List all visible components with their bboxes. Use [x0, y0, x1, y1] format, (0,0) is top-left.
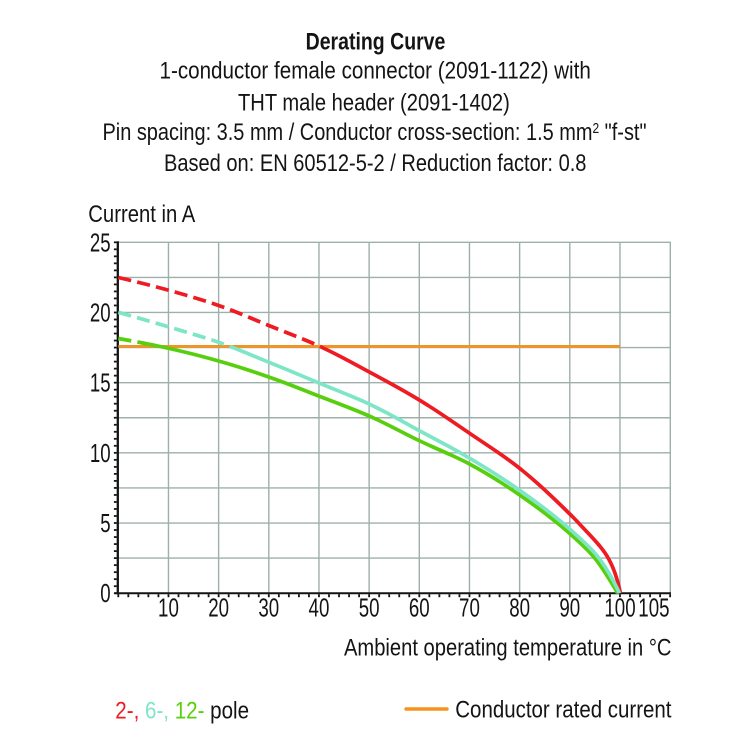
svg-text:Based on: EN 60512-5-2 / Reduc: Based on: EN 60512-5-2 / Reduction facto… — [164, 149, 586, 176]
svg-text:90: 90 — [559, 592, 580, 622]
svg-text:50: 50 — [359, 592, 380, 622]
svg-text:2-, 6-, 12- pole: 2-, 6-, 12- pole — [115, 697, 249, 724]
svg-text:Pin spacing: 3.5 mm / Conducto: Pin spacing: 3.5 mm / Conductor cross-se… — [102, 119, 646, 146]
svg-text:20: 20 — [90, 299, 111, 328]
svg-text:105: 105 — [638, 592, 669, 622]
svg-text:25: 25 — [90, 228, 111, 257]
svg-text:30: 30 — [258, 592, 279, 622]
svg-text:Conductor rated current: Conductor rated current — [455, 696, 671, 723]
svg-text:1-conductor female connector (: 1-conductor female connector (2091-1122)… — [160, 57, 591, 84]
svg-text:5: 5 — [100, 509, 110, 538]
svg-text:20: 20 — [208, 592, 229, 622]
svg-text:0: 0 — [100, 579, 110, 608]
svg-text:10: 10 — [90, 439, 111, 468]
svg-text:10: 10 — [158, 592, 179, 622]
svg-text:100: 100 — [604, 592, 635, 622]
svg-text:Ambient operating temperature: Ambient operating temperature in °C — [344, 634, 672, 661]
svg-text:THT male header (2091-1402): THT male header (2091-1402) — [238, 89, 510, 116]
svg-text:Derating Curve: Derating Curve — [306, 27, 446, 54]
svg-text:15: 15 — [90, 369, 111, 398]
svg-text:Current in A: Current in A — [88, 200, 195, 227]
svg-text:40: 40 — [309, 592, 330, 622]
svg-text:80: 80 — [509, 592, 530, 622]
svg-text:60: 60 — [409, 592, 430, 622]
svg-text:70: 70 — [459, 592, 480, 622]
